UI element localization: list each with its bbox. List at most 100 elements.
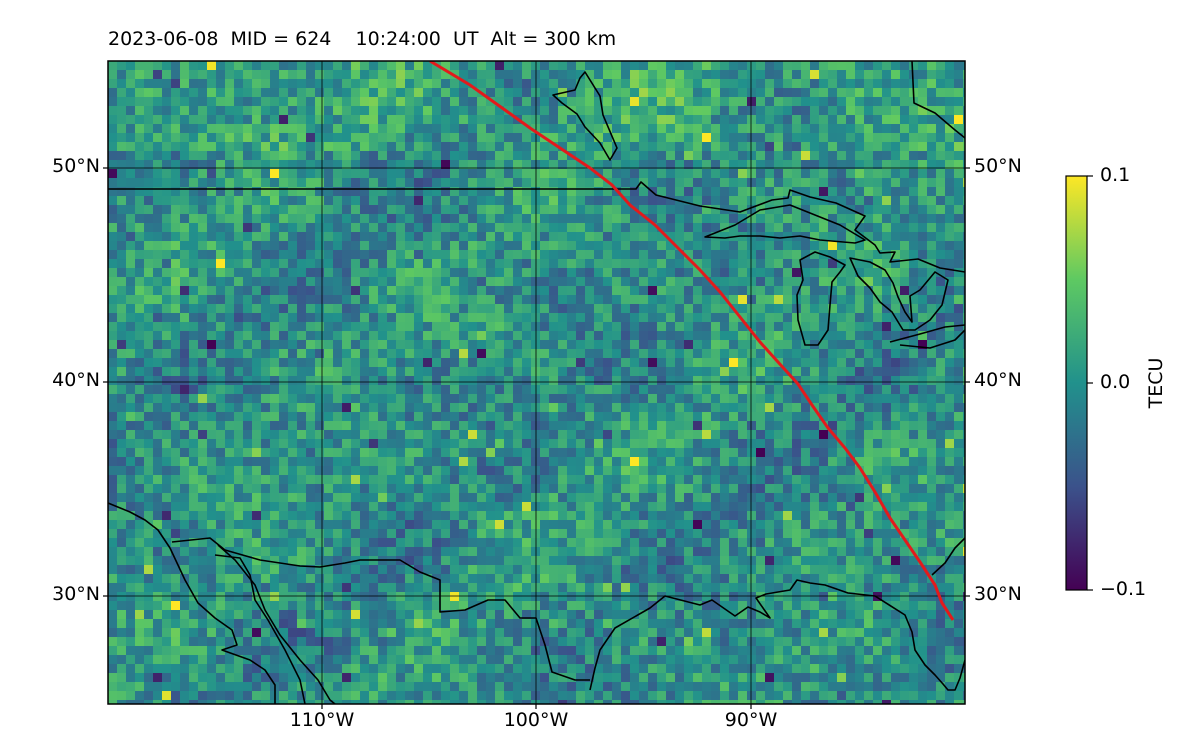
tec-cell — [153, 205, 163, 215]
tec-cell — [126, 133, 136, 143]
tec-cell — [801, 403, 811, 413]
tec-cell — [774, 214, 784, 224]
tec-cell — [360, 331, 370, 341]
tec-cell — [684, 448, 694, 458]
tec-cell — [810, 448, 820, 458]
tec-cell — [378, 457, 388, 467]
tec-cell — [540, 115, 550, 125]
tec-cell — [729, 421, 739, 431]
tec-cell — [441, 277, 451, 287]
tec-cell — [567, 313, 577, 323]
tec-cell — [567, 421, 577, 431]
tec-cell — [747, 295, 757, 305]
tec-cell — [333, 79, 343, 89]
tec-cell — [288, 133, 298, 143]
tec-cell — [684, 151, 694, 161]
tec-cell — [189, 466, 199, 476]
tec-cell — [144, 196, 154, 206]
tec-cell — [162, 232, 172, 242]
tec-cell — [585, 475, 595, 485]
tec-cell — [432, 259, 442, 269]
tec-cell — [144, 277, 154, 287]
tec-cell — [900, 502, 910, 512]
tec-cell — [405, 475, 415, 485]
tec-cell — [450, 286, 460, 296]
tec-cell — [477, 295, 487, 305]
tec-cell — [504, 385, 514, 395]
tec-cell — [495, 196, 505, 206]
tec-cell — [432, 169, 442, 179]
tec-cell — [378, 502, 388, 512]
tec-cell — [774, 439, 784, 449]
tec-cell — [486, 214, 496, 224]
tec-cell — [576, 448, 586, 458]
tec-cell — [567, 376, 577, 386]
tec-cell — [234, 295, 244, 305]
tec-cell — [666, 430, 676, 440]
tec-cell — [441, 79, 451, 89]
tec-cell — [666, 457, 676, 467]
tec-cell — [369, 232, 379, 242]
tec-cell — [756, 295, 766, 305]
tec-cell — [702, 304, 712, 314]
tec-cell — [216, 277, 226, 287]
tec-cell — [963, 394, 965, 404]
tec-cell — [405, 394, 415, 404]
tec-cell — [603, 322, 613, 332]
tec-cell — [558, 124, 568, 134]
tec-cell — [720, 196, 730, 206]
tec-cell — [153, 466, 163, 476]
tec-cell — [243, 421, 253, 431]
tec-cell — [558, 484, 568, 494]
tec-cell — [639, 457, 649, 467]
tec-cell — [855, 475, 865, 485]
tec-cell — [540, 142, 550, 152]
tec-cell — [810, 439, 820, 449]
tec-cell — [621, 70, 631, 80]
tec-cell — [504, 88, 514, 98]
tec-cell — [594, 367, 604, 377]
tec-cell — [900, 214, 910, 224]
tec-cell — [729, 124, 739, 134]
tec-cell — [315, 412, 325, 422]
tec-cell — [666, 466, 676, 476]
tec-cell — [414, 448, 424, 458]
tec-cell — [486, 421, 496, 431]
tec-cell — [702, 259, 712, 269]
tec-cell — [459, 268, 469, 278]
tec-cell — [549, 295, 559, 305]
tec-cell — [279, 286, 289, 296]
tec-cell — [864, 295, 874, 305]
tec-cell — [171, 421, 181, 431]
tec-cell — [540, 70, 550, 80]
tec-cell — [567, 484, 577, 494]
tec-cell — [459, 286, 469, 296]
tec-cell — [603, 286, 613, 296]
tec-cell — [261, 403, 271, 413]
tec-cell — [837, 70, 847, 80]
tec-cell — [396, 466, 406, 476]
tec-cell — [279, 331, 289, 341]
tec-cell — [675, 439, 685, 449]
tec-cell — [486, 142, 496, 152]
tec-cell — [180, 313, 190, 323]
tec-cell — [900, 205, 910, 215]
tec-cell — [117, 529, 127, 539]
tec-cell — [558, 511, 568, 521]
tec-cell — [522, 223, 532, 233]
tec-cell — [603, 331, 613, 341]
tec-cell — [918, 394, 928, 404]
tec-cell — [432, 205, 442, 215]
tec-cell — [369, 151, 379, 161]
tec-cell — [792, 250, 802, 260]
tec-cell — [342, 277, 352, 287]
tec-cell — [261, 79, 271, 89]
tec-cell — [423, 133, 433, 143]
tec-cell — [387, 214, 397, 224]
tec-cell — [171, 223, 181, 233]
tec-cell — [900, 142, 910, 152]
tec-cell — [180, 214, 190, 224]
tec-cell — [810, 331, 820, 341]
tec-cell — [414, 439, 424, 449]
tec-cell — [207, 358, 217, 368]
